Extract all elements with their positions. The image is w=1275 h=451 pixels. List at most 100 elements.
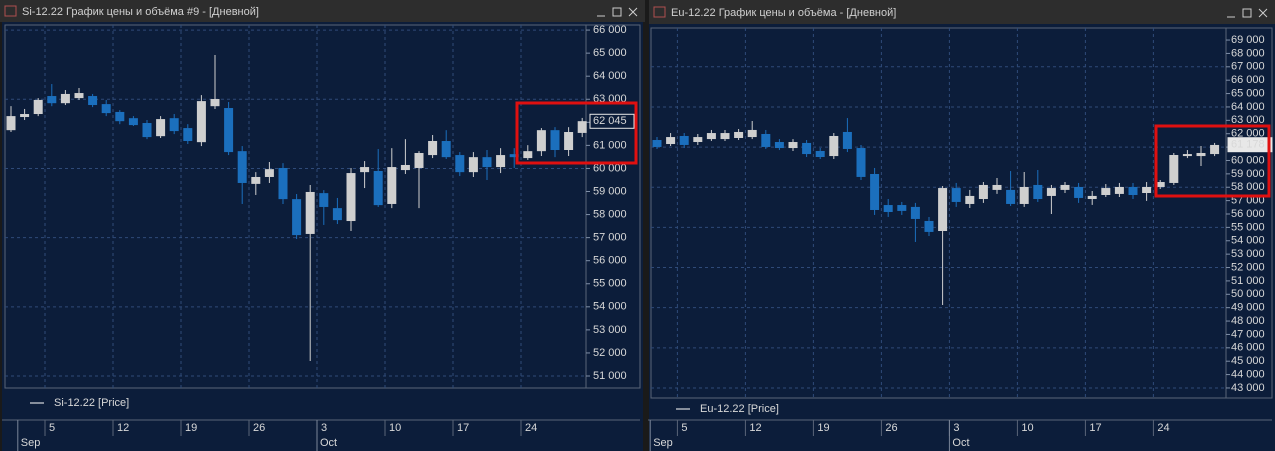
candle-body [720,133,730,140]
axis-frame [585,24,641,389]
x-tick-label: 24 [525,422,537,434]
y-tick-label: 58 000 [593,208,627,220]
x-tick-label: 17 [1089,422,1101,434]
chart-area [649,24,1275,451]
candle-body [1060,184,1070,190]
annotations [515,101,1271,198]
candle-body [224,108,234,153]
y-tick-label: 55 000 [1231,221,1265,233]
highlight-box [1154,124,1271,198]
candle-body [1142,186,1152,193]
y-tick-label: 59 000 [593,185,627,197]
candle-body [536,130,546,152]
candle-body [20,114,30,118]
y-tick-label: 43 000 [1231,382,1265,394]
candle-body [33,99,43,115]
candle-body [400,164,410,171]
y-tick-label: 52 000 [593,347,627,359]
candle-body [577,121,587,133]
candle-body [360,167,370,173]
candle-body [74,93,84,99]
y-tick-label: 51 000 [1231,275,1265,287]
candle-body [169,118,179,132]
candle-body [774,142,784,149]
y-tick-label: 49 000 [1231,302,1265,314]
panel: Eu-12.22 График цены и объёма - [Дневной… [648,0,1275,451]
candle-body [788,142,798,149]
candle-body [428,141,438,156]
candle-body [156,119,166,137]
y-tick-label: 65 000 [593,47,627,59]
x-tick-label: 3 [321,422,327,434]
candle-body [1074,186,1084,198]
title-bar [0,0,645,22]
y-tick-label: 66 000 [1231,74,1265,86]
y-tick-label: 55 000 [593,278,627,290]
candle-body [761,133,771,147]
candle-body [1182,154,1192,157]
candle-body [978,184,988,200]
candle-body [6,116,16,131]
candle-body [1210,144,1220,155]
close-button[interactable] [1258,8,1268,18]
y-tick-label: 50 000 [1231,288,1265,300]
candle-body [1196,152,1206,157]
y-tick-label: 46 000 [1231,342,1265,354]
candle-body [196,101,206,143]
close-button[interactable] [628,7,638,17]
y-tick-label: 62 000 [1231,128,1265,140]
y-tick-label: 53 000 [593,324,627,336]
candle-body [128,118,138,126]
candle-body [455,155,465,173]
x-tick-label: 3 [953,422,959,434]
y-tick-label: 64 000 [1231,101,1265,113]
y-tick-label: 48 000 [1231,315,1265,327]
candle-body [1169,154,1179,183]
y-tick-label: 58 000 [1231,181,1265,193]
candle-body [564,132,574,150]
candle-body [1046,188,1056,196]
candle-body [734,131,744,138]
y-tick-label: 53 000 [1231,248,1265,260]
y-tick-label: 57 000 [593,232,627,244]
month-label: Oct [320,437,337,449]
y-tick-label: 59 000 [1231,168,1265,180]
candle-body [706,133,716,140]
candle-body [101,104,111,114]
candle-body [815,150,825,157]
last-price-box [1227,137,1273,153]
candle-body [251,176,261,184]
x-tick-label: 10 [1021,422,1033,434]
candle-body [237,151,247,183]
candle-body [482,157,492,168]
candle-body [414,152,424,168]
maximize-button[interactable] [612,7,622,17]
candle-body [951,188,961,202]
legend-label: Eu-12.22 [Price] [700,403,779,415]
y-tick-label: 45 000 [1231,355,1265,367]
x-tick-label: 12 [749,422,761,434]
y-tick-label: 54 000 [1231,235,1265,247]
candle-body [897,205,907,211]
x-tick-label: 24 [1157,422,1169,434]
y-tick-label: 54 000 [593,301,627,313]
maximize-button[interactable] [1242,8,1252,18]
candle-body [1087,195,1097,200]
candle-body [679,135,689,145]
y-tick-label: 69 000 [1231,34,1265,46]
candle-body [305,191,315,234]
month-label: Oct [952,437,969,449]
y-tick-label: 65 000 [1231,87,1265,99]
candle-body [387,167,397,204]
y-tick-label: 56 000 [593,255,627,267]
candle-body [88,96,98,106]
candle-body [938,188,948,231]
candle-body [965,195,975,204]
y-tick-label: 61 000 [593,139,627,151]
candle-body [1019,186,1029,204]
y-tick-label: 60 000 [1231,154,1265,166]
candle-body [1114,186,1124,194]
candle-body [666,137,676,145]
y-tick-label: 60 000 [593,162,627,174]
